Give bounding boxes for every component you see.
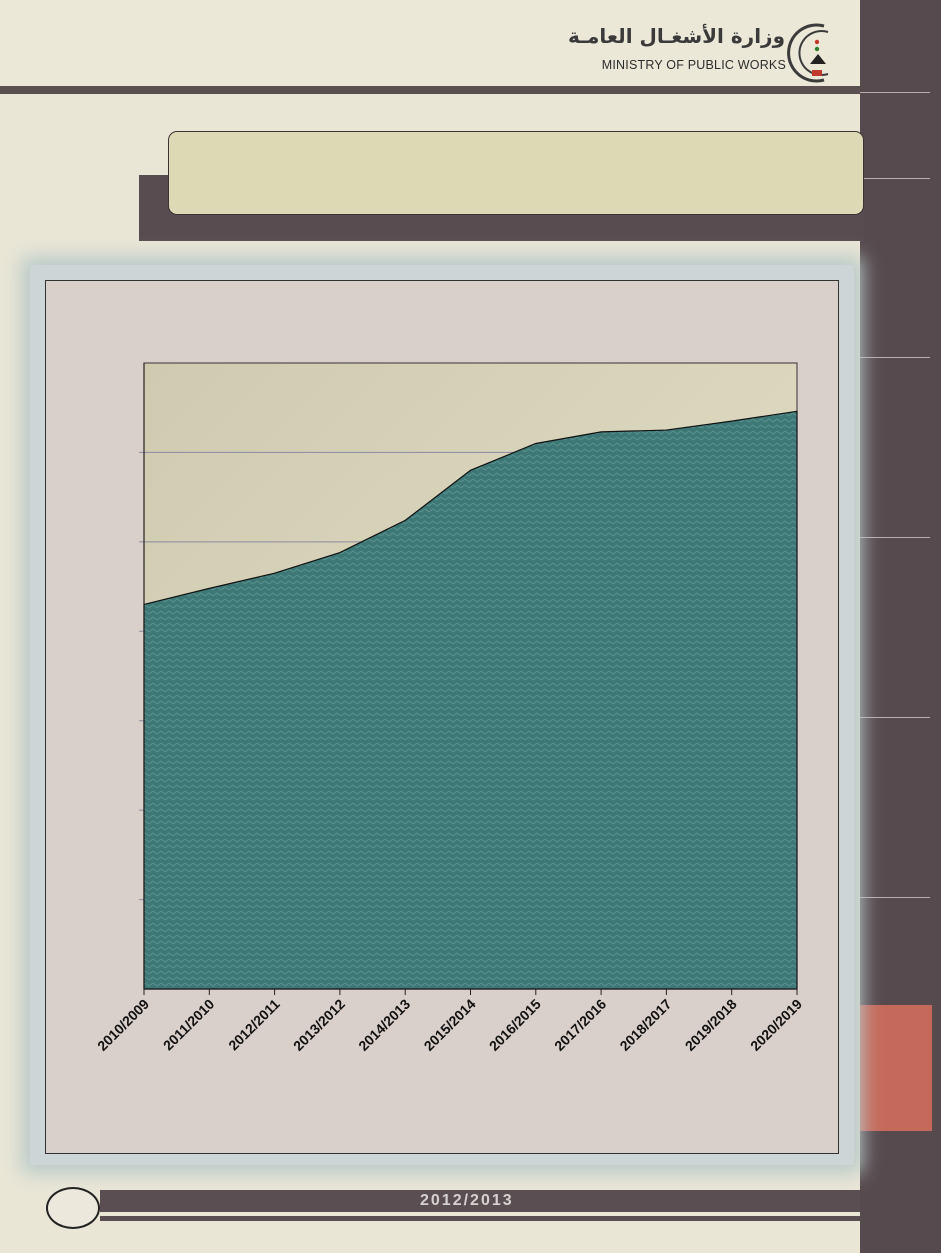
area-chart: 2010/2009 2011/2010 2012/2011 2013/2012 2014…	[94, 362, 805, 1054]
x-tick-label: 2016/2015	[486, 996, 544, 1054]
x-tick-label: 2011/2010	[160, 996, 218, 1054]
side-tab-divider	[860, 178, 930, 179]
x-tick-label: 2018/2017	[616, 996, 674, 1054]
footer-year: 2012/2013	[420, 1192, 514, 1209]
ministry-emblem-icon	[787, 23, 829, 83]
series-area	[143, 410, 798, 990]
header-rule	[0, 86, 860, 94]
side-tab-divider	[860, 897, 930, 898]
x-tick-label: 2013/2012	[290, 996, 348, 1054]
x-tick-label: 2017/2016	[551, 996, 609, 1054]
logo-arabic-text: وزارة الأشغـال العامـة	[568, 24, 785, 48]
footer-rule	[100, 1216, 860, 1221]
side-accent-tab	[860, 1005, 932, 1131]
x-tick-label: 2012/2011	[225, 996, 283, 1054]
ministry-logo: وزارة الأشغـال العامـة MINISTRY OF PUBLI…	[560, 18, 850, 88]
header-band	[0, 0, 860, 86]
footer-bar	[100, 1190, 860, 1212]
page-number-circle	[46, 1187, 100, 1229]
x-tick-label: 2014/2013	[355, 996, 413, 1054]
x-tick-label: 2019/2018	[682, 996, 740, 1054]
chart-title-box	[168, 131, 864, 215]
side-tab-divider	[860, 357, 930, 358]
side-tab-divider	[860, 537, 930, 538]
x-axis	[143, 363, 798, 995]
side-tab-divider	[860, 717, 930, 718]
logo-english-text: MINISTRY OF PUBLIC WORKS	[601, 58, 786, 72]
side-tab-divider	[860, 92, 930, 93]
x-tick-label: 2020/2019	[747, 996, 805, 1054]
x-tick-label: 2010/2009	[94, 996, 152, 1054]
x-tick-label: 2015/2014	[421, 996, 479, 1054]
x-tick-labels: 2010/2009 2011/2010 2012/2011 2013/2012 2014…	[94, 996, 805, 1054]
